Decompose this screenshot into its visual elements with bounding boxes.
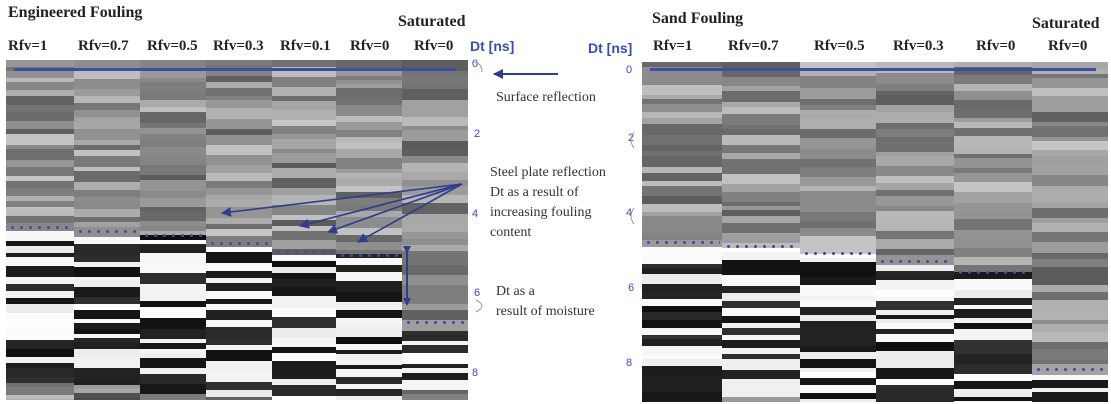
left-lane [140, 60, 206, 400]
steel-plate-label: increasing fouling [490, 205, 592, 220]
left-tick: 6 [474, 287, 481, 299]
moisture-label: Dt as a [496, 284, 535, 299]
right-reflection-marker [878, 259, 952, 263]
left-col-label: Rfv=0.3 [213, 38, 264, 54]
right-col-label: Rfv=0.3 [893, 38, 944, 54]
left-tick: 2 [474, 128, 481, 140]
left-lane [206, 60, 272, 400]
left-surface-line [14, 68, 456, 71]
right-lane [642, 62, 722, 402]
left-axis-label: Dt [ns] [470, 38, 515, 54]
right-lane [876, 62, 954, 402]
left-reflection-marker [208, 241, 270, 245]
right-tick: 4 [626, 207, 633, 219]
right-axis-label: Dt [ns] [588, 40, 633, 56]
left-saturated-label: Saturated [398, 13, 466, 30]
right-reflection-marker [802, 252, 874, 255]
right-reflection-marker [1034, 368, 1106, 372]
steel-plate-label: content [490, 225, 532, 240]
right-reflection-marker [724, 244, 798, 248]
left-reflection-marker [142, 233, 204, 237]
right-lane [800, 62, 876, 402]
left-lane [6, 60, 74, 400]
left-reflection-marker [338, 253, 400, 257]
left-panel-title: Engineered Fouling [8, 4, 143, 21]
left-tick: 0 [472, 58, 479, 70]
left-reflection-marker [76, 230, 138, 233]
left-lane [272, 60, 336, 400]
left-tick: 8 [472, 367, 479, 379]
left-reflection-marker [274, 249, 334, 253]
right-tick: 2 [628, 132, 635, 144]
right-reflection-marker [644, 240, 720, 244]
steel-plate-label: Steel plate reflection [490, 165, 606, 180]
right-radargram [642, 62, 1108, 402]
right-lane [722, 62, 800, 402]
right-saturated-label: Saturated [1032, 15, 1100, 32]
left-lane [402, 60, 468, 400]
right-col-label: Rfv=0 [1048, 38, 1088, 54]
right-col-label: Rfv=0 [976, 38, 1016, 54]
surface-reflection-label: Surface reflection [496, 90, 596, 105]
right-lane [1032, 62, 1108, 402]
left-col-label: Rfv=0.5 [147, 38, 198, 54]
left-col-label: Rfv=0 [350, 38, 390, 54]
left-col-label: Rfv=0.7 [78, 38, 129, 54]
steel-plate-label: Dt as a result of [490, 185, 579, 200]
right-reflection-marker [956, 270, 1030, 274]
left-col-label: Rfv=1 [8, 38, 48, 54]
right-surface-line [650, 68, 1096, 71]
right-col-label: Rfv=0.5 [814, 38, 865, 54]
right-panel-title: Sand Fouling [652, 10, 744, 27]
left-reflection-marker [404, 320, 466, 324]
left-reflection-marker [8, 226, 72, 230]
left-col-label: Rfv=0 [414, 38, 454, 54]
moisture-label: result of moisture [496, 304, 595, 319]
left-lane [336, 60, 402, 400]
right-lane [954, 62, 1032, 402]
left-radargram [6, 60, 468, 400]
right-tick: 0 [626, 64, 633, 76]
left-col-label: Rfv=0.1 [280, 38, 331, 54]
right-tick: 8 [626, 357, 633, 369]
right-tick: 6 [628, 282, 635, 294]
right-col-label: Rfv=0.7 [728, 38, 779, 54]
right-col-label: Rfv=1 [653, 38, 693, 54]
left-tick: 4 [472, 208, 479, 220]
